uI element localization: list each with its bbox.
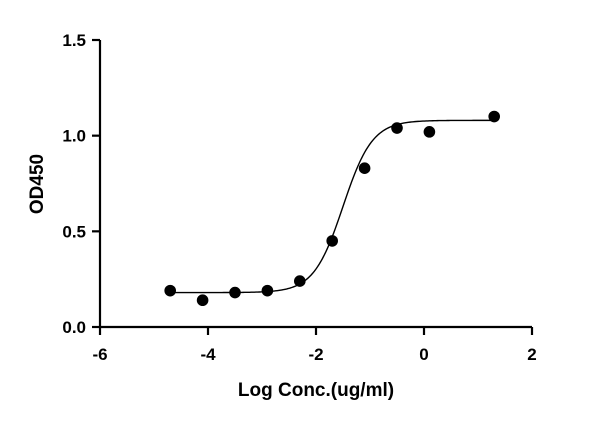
- data-point: [326, 235, 339, 247]
- x-axis-title: Log Conc.(ug/ml): [238, 380, 394, 401]
- data-point: [488, 110, 501, 123]
- data-point: [294, 275, 306, 287]
- x-axis: -6 -4 -2 0 2: [92, 325, 537, 364]
- y-axis: 0.0 0.5 1.0 1.5: [62, 31, 102, 337]
- data-point: [423, 126, 436, 138]
- y-tick-label: 1.0: [62, 127, 86, 146]
- data-point: [196, 294, 209, 307]
- plot-area: [164, 110, 501, 307]
- data-point: [391, 122, 403, 134]
- x-tick-label: -4: [200, 345, 216, 364]
- y-tick-label: 0.0: [62, 318, 86, 337]
- data-point: [261, 284, 274, 297]
- data-points: [164, 110, 501, 307]
- data-point: [229, 286, 241, 299]
- fit-curve: [170, 119, 495, 294]
- data-point: [358, 162, 371, 174]
- y-axis-title: OD450: [27, 154, 48, 214]
- x-tick-label: -6: [92, 345, 107, 364]
- y-tick-label: 0.5: [62, 222, 86, 241]
- x-tick-label: 0: [419, 345, 428, 364]
- y-tick-label: 1.5: [62, 31, 86, 50]
- x-tick-label: -2: [308, 345, 323, 364]
- x-tick-label: 2: [527, 345, 536, 364]
- data-point: [164, 284, 176, 297]
